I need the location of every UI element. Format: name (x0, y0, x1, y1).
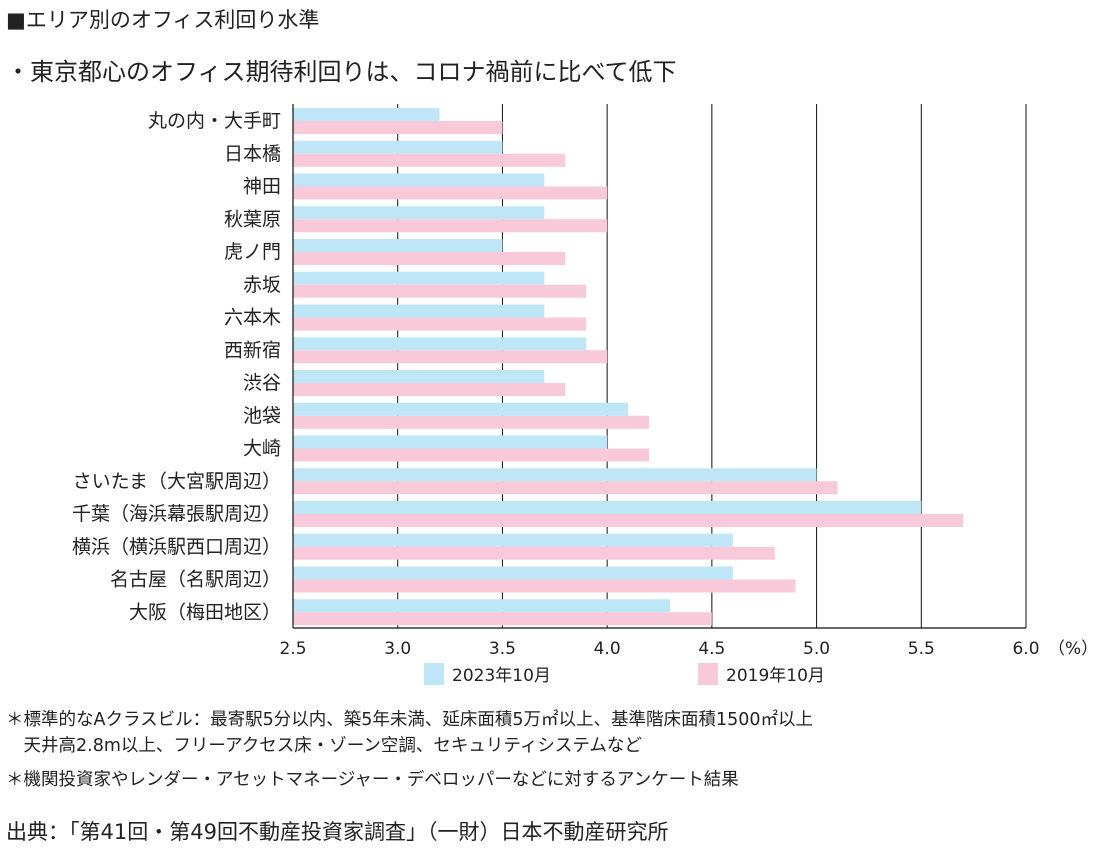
bar-2019 (293, 612, 712, 626)
category-label: 池袋 (243, 405, 281, 427)
category-label: 秋葉原 (224, 208, 281, 230)
bar-2023 (293, 206, 545, 220)
category-label: 千葉（海浜幕張駅周辺） (72, 503, 281, 525)
bar-2019 (293, 415, 650, 429)
bar-2019 (293, 383, 566, 396)
category-label: 渋谷 (243, 372, 281, 394)
legend: 2023年10月 2019年10月 (424, 663, 825, 686)
category-label: 六本木 (224, 307, 281, 329)
legend-label: 2019年10月 (726, 666, 825, 686)
category-label: さいたま（大宮駅周辺） (73, 470, 281, 492)
legend-swatch (424, 663, 444, 685)
bar-2019 (293, 121, 503, 134)
axes (292, 104, 1026, 629)
bar-2019 (293, 219, 608, 233)
category-label: 日本橋 (224, 143, 281, 165)
bar-2019 (293, 350, 608, 364)
category-label: 名古屋（名駅周辺） (110, 569, 281, 591)
bar-2019 (293, 186, 608, 200)
bar-2023 (293, 337, 587, 351)
bars (293, 108, 964, 626)
legend-label: 2023年10月 (452, 666, 551, 686)
bar-2023 (293, 599, 670, 613)
x-tick-label: 5.5 (908, 639, 935, 659)
bar-2023 (293, 271, 545, 285)
bar-2023 (293, 435, 608, 449)
bar-2023 (293, 402, 629, 416)
bar-2019 (293, 317, 587, 331)
bar-2023 (293, 239, 503, 252)
category-label: 大阪（梅田地区） (129, 601, 281, 623)
x-tick-label: 2.5 (279, 639, 306, 659)
bar-chart: 丸の内・大手町日本橋神田秋葉原虎ノ門赤坂六本木西新宿渋谷池袋大崎さいたま（大宮駅… (72, 104, 1098, 686)
category-labels: 丸の内・大手町日本橋神田秋葉原虎ノ門赤坂六本木西新宿渋谷池袋大崎さいたま（大宮駅… (72, 110, 281, 623)
note-line-3: ＊機関投資家やレンダー・アセットマネージャー・デベロッパーなどに対するアンケート… (6, 770, 739, 790)
category-label: 横浜（横浜駅西口周辺） (72, 536, 281, 558)
legend-swatch (698, 663, 718, 685)
source-citation: 出典：「第41回・第49回不動産投資家調査」（一財）日本不動産研究所 (6, 820, 669, 844)
bar-2019 (293, 252, 566, 265)
category-label: 大崎 (243, 438, 281, 460)
bar-2023 (293, 501, 922, 514)
chart-subtitle: ・東京都心のオフィス期待利回りは、コロナ禍前に比べて低下 (6, 58, 677, 86)
x-tick-labels: 2.5 3.0 3.5 4.0 4.5 5.0 5.5 6.0 (279, 639, 1039, 659)
category-label: 西新宿 (224, 339, 281, 361)
bar-2019 (293, 284, 587, 298)
x-tick-label: 3.0 (384, 639, 411, 659)
bar-2019 (293, 514, 964, 527)
note-line-1: ＊標準的なAクラスビル：最寄駅5分以内、築5年未満、延床面積5万㎡以上、基準階床… (6, 710, 814, 730)
x-tick-label: 4.5 (698, 639, 725, 659)
x-tick-label: 6.0 (1012, 639, 1039, 659)
bar-2019 (293, 481, 838, 495)
category-label: 虎ノ門 (224, 241, 281, 263)
bar-2023 (293, 533, 733, 547)
bar-2023 (293, 370, 545, 383)
category-label: 神田 (243, 176, 281, 198)
bar-2023 (293, 566, 733, 580)
x-tick-label: 4.0 (594, 639, 621, 659)
bar-2023 (293, 468, 817, 482)
chart-title: ■エリア別のオフィス利回り水準 (6, 8, 320, 32)
x-tick-label: 5.0 (803, 639, 830, 659)
bar-2019 (293, 546, 775, 560)
category-label: 赤坂 (243, 274, 281, 296)
bar-2019 (293, 579, 796, 593)
bar-2023 (293, 108, 440, 121)
x-tick-label: 3.5 (489, 639, 516, 659)
bar-2023 (293, 173, 545, 187)
note-line-2: 天井高2.8m以上、フリーアクセス床・ゾーン空調、セキュリティシステムなど (6, 736, 642, 756)
bar-2023 (293, 140, 503, 154)
bar-2019 (293, 153, 566, 167)
category-label: 丸の内・大手町 (148, 110, 281, 132)
bar-2019 (293, 448, 650, 462)
bar-2023 (293, 304, 545, 318)
x-axis-unit: （%） (1048, 639, 1098, 659)
